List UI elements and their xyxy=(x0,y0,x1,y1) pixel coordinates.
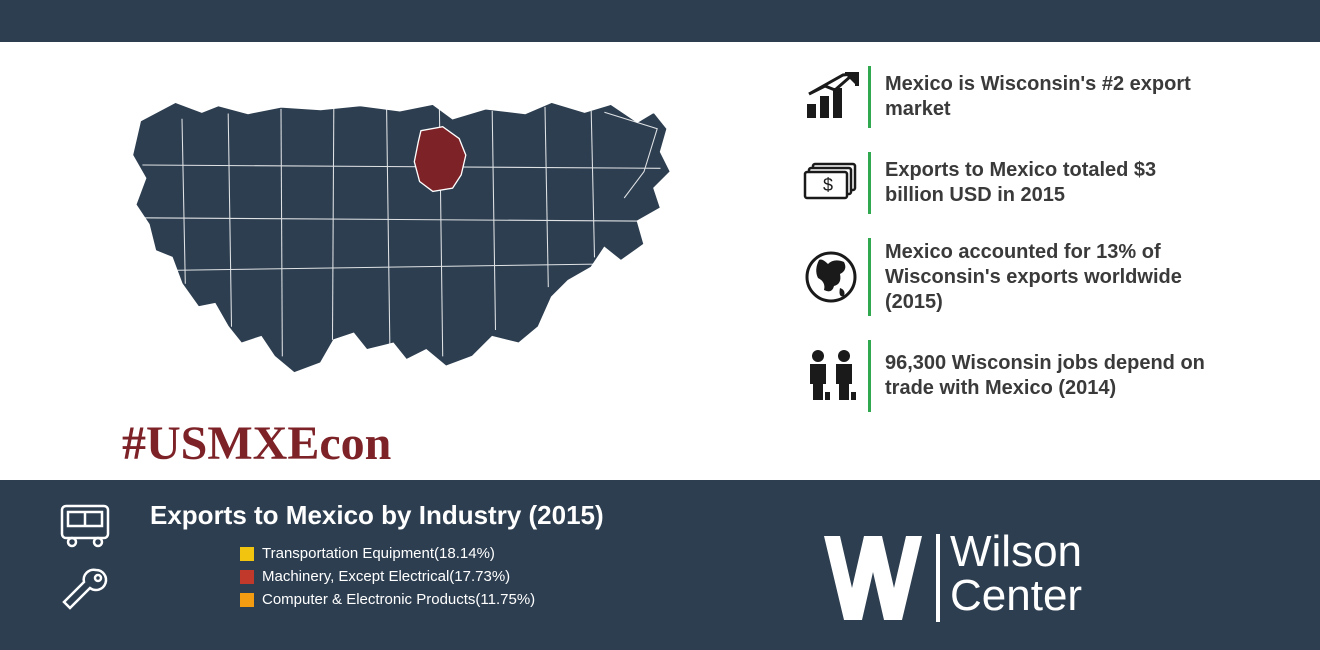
fact-divider xyxy=(868,340,871,412)
logo-text: Wilson Center xyxy=(950,528,1082,618)
legend-label: Transportation Equipment(18.14%) xyxy=(262,545,495,562)
fact-divider xyxy=(868,152,871,214)
bottom-title: Exports to Mexico by Industry (2015) xyxy=(150,500,820,531)
fact-divider xyxy=(868,238,871,316)
fact-text: Exports to Mexico totaled $3 billion USD… xyxy=(885,158,1205,208)
facts-column: Mexico is Wisconsin's #2 export market $… xyxy=(800,58,1280,472)
main-section: #USMXEcon Mexico is Wisconsin's #2 expor… xyxy=(0,42,1320,480)
legend-swatch xyxy=(240,547,254,561)
fact-item: $ Exports to Mexico totaled $3 billion U… xyxy=(800,152,1280,214)
fact-item: Mexico accounted for 13% of Wisconsin's … xyxy=(800,238,1280,316)
fact-text: Mexico is Wisconsin's #2 export market xyxy=(885,72,1205,122)
fact-item: 96,300 Wisconsin jobs depend on trade wi… xyxy=(800,340,1280,412)
fact-text: Mexico accounted for 13% of Wisconsin's … xyxy=(885,240,1205,315)
industry-icons xyxy=(40,500,130,650)
legend-label: Computer & Electronic Products(11.75%) xyxy=(262,591,535,608)
legend-section: Exports to Mexico by Industry (2015) Tra… xyxy=(130,500,820,650)
legend-item: Machinery, Except Electrical(17.73%) xyxy=(240,568,820,585)
legend-item: Computer & Electronic Products(11.75%) xyxy=(240,591,820,608)
logo-line-2: Center xyxy=(950,574,1082,618)
hashtag: #USMXEcon xyxy=(122,416,800,471)
wilson-w-icon xyxy=(820,528,950,628)
left-column: #USMXEcon xyxy=(40,58,800,472)
fact-text: 96,300 Wisconsin jobs depend on trade wi… xyxy=(885,351,1205,401)
wilson-logo: Wilson Center xyxy=(820,500,1280,650)
fact-divider xyxy=(868,66,871,128)
top-bar xyxy=(0,0,1320,42)
bus-icon xyxy=(58,502,112,548)
globe-icon xyxy=(800,250,862,304)
people-icon xyxy=(800,348,862,404)
svg-text:$: $ xyxy=(823,175,833,195)
legend-swatch xyxy=(240,593,254,607)
us-map xyxy=(40,66,720,396)
chart-growth-icon xyxy=(800,72,862,122)
legend-item: Transportation Equipment(18.14%) xyxy=(240,545,820,562)
wrench-icon xyxy=(60,564,110,614)
fact-item: Mexico is Wisconsin's #2 export market xyxy=(800,66,1280,128)
logo-line-1: Wilson xyxy=(950,530,1082,574)
legend-label: Machinery, Except Electrical(17.73%) xyxy=(262,568,510,585)
bottom-section: Exports to Mexico by Industry (2015) Tra… xyxy=(0,480,1320,650)
legend-swatch xyxy=(240,570,254,584)
money-icon: $ xyxy=(800,158,862,208)
